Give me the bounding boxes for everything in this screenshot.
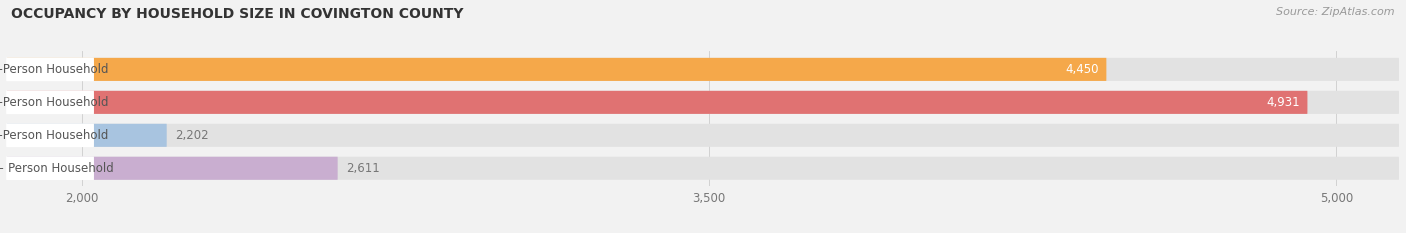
- FancyBboxPatch shape: [7, 91, 1308, 114]
- Text: 4+ Person Household: 4+ Person Household: [0, 162, 114, 175]
- FancyBboxPatch shape: [7, 58, 1107, 81]
- FancyBboxPatch shape: [7, 124, 1399, 147]
- Text: 4,450: 4,450: [1066, 63, 1099, 76]
- FancyBboxPatch shape: [7, 58, 1399, 81]
- Text: Source: ZipAtlas.com: Source: ZipAtlas.com: [1277, 7, 1395, 17]
- FancyBboxPatch shape: [7, 124, 167, 147]
- FancyBboxPatch shape: [6, 58, 94, 81]
- Text: 2,202: 2,202: [176, 129, 208, 142]
- FancyBboxPatch shape: [6, 123, 94, 147]
- Text: 4,931: 4,931: [1267, 96, 1301, 109]
- FancyBboxPatch shape: [6, 157, 94, 180]
- FancyBboxPatch shape: [7, 157, 1399, 180]
- FancyBboxPatch shape: [7, 91, 1399, 114]
- FancyBboxPatch shape: [6, 91, 94, 114]
- Text: 3-Person Household: 3-Person Household: [0, 129, 108, 142]
- Text: 2,611: 2,611: [346, 162, 380, 175]
- FancyBboxPatch shape: [7, 157, 337, 180]
- Text: 1-Person Household: 1-Person Household: [0, 63, 108, 76]
- Text: OCCUPANCY BY HOUSEHOLD SIZE IN COVINGTON COUNTY: OCCUPANCY BY HOUSEHOLD SIZE IN COVINGTON…: [11, 7, 464, 21]
- Text: 2-Person Household: 2-Person Household: [0, 96, 108, 109]
